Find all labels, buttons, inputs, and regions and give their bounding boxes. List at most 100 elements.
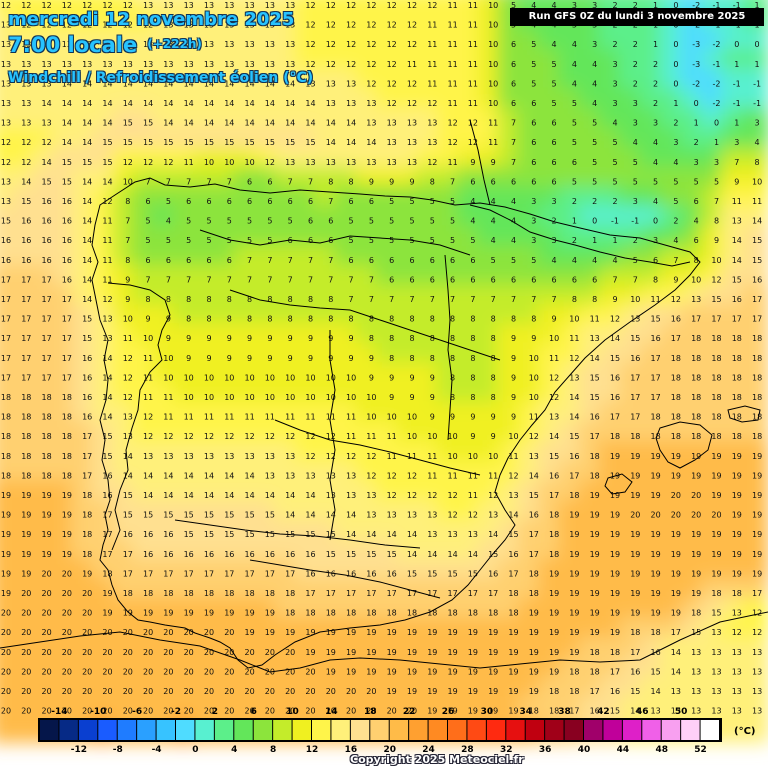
grid-value: 11 bbox=[427, 60, 437, 69]
grid-value: 4 bbox=[470, 217, 475, 226]
grid-value: 20 bbox=[1, 707, 11, 716]
grid-value: 10 bbox=[387, 413, 397, 422]
grid-value: 11 bbox=[407, 452, 417, 461]
grid-value: 14 bbox=[82, 99, 92, 108]
grid-value: 12 bbox=[366, 79, 376, 88]
grid-value: 8 bbox=[450, 315, 455, 324]
grid-value: -2 bbox=[713, 79, 721, 88]
grid-value: 19 bbox=[427, 687, 437, 696]
grid-value: 15 bbox=[224, 530, 234, 539]
grid-value: 13 bbox=[1, 177, 11, 186]
grid-value: 13 bbox=[711, 667, 721, 676]
grid-value: 10 bbox=[123, 177, 133, 186]
grid-value: 18 bbox=[21, 393, 31, 402]
grid-value: 19 bbox=[387, 667, 397, 676]
grid-value: 19 bbox=[62, 530, 72, 539]
grid-value: 18 bbox=[1, 432, 11, 441]
grid-value: 17 bbox=[732, 315, 742, 324]
grid-value: 14 bbox=[62, 79, 72, 88]
grid-value: 11 bbox=[448, 21, 458, 30]
grid-value: 17 bbox=[21, 315, 31, 324]
colorbar-swatch bbox=[584, 720, 603, 740]
grid-value: 5 bbox=[531, 40, 536, 49]
grid-value: 19 bbox=[488, 648, 498, 657]
grid-value: 13 bbox=[204, 1, 214, 10]
grid-value: 7 bbox=[734, 158, 739, 167]
grid-value: 19 bbox=[529, 609, 539, 618]
grid-value: 19 bbox=[590, 511, 600, 520]
grid-value: 7 bbox=[349, 275, 354, 284]
grid-value: 19 bbox=[671, 569, 681, 578]
grid-value: 5 bbox=[430, 217, 435, 226]
grid-value: 19 bbox=[711, 491, 721, 500]
grid-value: 15 bbox=[21, 197, 31, 206]
grid-value: 20 bbox=[245, 707, 255, 716]
grid-value: 20 bbox=[691, 511, 701, 520]
grid-value: 5 bbox=[694, 177, 699, 186]
grid-value: 17 bbox=[204, 569, 214, 578]
grid-value: 19 bbox=[711, 471, 721, 480]
grid-value: 10 bbox=[488, 21, 498, 30]
grid-value: 13 bbox=[366, 491, 376, 500]
grid-value: 19 bbox=[671, 452, 681, 461]
grid-value: 15 bbox=[285, 138, 295, 147]
grid-value: 14 bbox=[21, 177, 31, 186]
grid-value: 20 bbox=[42, 667, 52, 676]
grid-value: 20 bbox=[102, 628, 112, 637]
grid-value: 10 bbox=[711, 256, 721, 265]
grid-value: 13 bbox=[285, 21, 295, 30]
grid-value: 14 bbox=[204, 79, 214, 88]
grid-value: 19 bbox=[21, 550, 31, 559]
grid-value: 19 bbox=[651, 609, 661, 618]
grid-value: 18 bbox=[610, 432, 620, 441]
grid-value: 2 bbox=[673, 217, 678, 226]
grid-value: 19 bbox=[569, 648, 579, 657]
grid-value: 13 bbox=[123, 60, 133, 69]
grid-value: 17 bbox=[42, 275, 52, 284]
grid-value: 7 bbox=[186, 177, 191, 186]
grid-value: 17 bbox=[62, 315, 72, 324]
grid-value: 19 bbox=[630, 452, 640, 461]
grid-value: 14 bbox=[569, 393, 579, 402]
grid-value: 16 bbox=[610, 393, 620, 402]
grid-value: 17 bbox=[305, 589, 315, 598]
grid-value: 14 bbox=[427, 550, 437, 559]
grid-value: 13 bbox=[529, 452, 539, 461]
grid-value: 5 bbox=[450, 197, 455, 206]
grid-value: 17 bbox=[671, 334, 681, 343]
grid-value: 10 bbox=[630, 295, 640, 304]
grid-value: 5 bbox=[531, 256, 536, 265]
grid-value: 8 bbox=[349, 177, 354, 186]
grid-value: 5 bbox=[511, 256, 516, 265]
grid-value: 18 bbox=[387, 609, 397, 618]
grid-value: 19 bbox=[610, 530, 620, 539]
colorbar-swatch bbox=[253, 720, 273, 740]
grid-value: 13 bbox=[1, 40, 11, 49]
grid-value: 10 bbox=[285, 373, 295, 382]
grid-value: 5 bbox=[206, 236, 211, 245]
grid-value: -1 bbox=[753, 99, 761, 108]
grid-value: 20 bbox=[123, 628, 133, 637]
grid-value: 12 bbox=[305, 60, 315, 69]
grid-value: 6 bbox=[186, 197, 191, 206]
grid-value: 19 bbox=[691, 452, 701, 461]
grid-value: 6 bbox=[511, 177, 516, 186]
grid-value: 11 bbox=[184, 158, 194, 167]
grid-value: 20 bbox=[163, 687, 173, 696]
grid-value: 8 bbox=[349, 315, 354, 324]
grid-value: 15 bbox=[326, 550, 336, 559]
grid-value: 15 bbox=[82, 158, 92, 167]
grid-value: 14 bbox=[123, 471, 133, 480]
grid-value: 12 bbox=[123, 1, 133, 10]
grid-value: 17 bbox=[1, 275, 11, 284]
region-border-5 bbox=[329, 330, 336, 541]
grid-value: 16 bbox=[62, 275, 72, 284]
grid-value: 19 bbox=[630, 609, 640, 618]
grid-value: 18 bbox=[82, 511, 92, 520]
grid-value: 13 bbox=[468, 530, 478, 539]
grid-value: 14 bbox=[224, 119, 234, 128]
grid-value: 14 bbox=[102, 413, 112, 422]
grid-value: 9 bbox=[389, 393, 394, 402]
grid-value: 6 bbox=[552, 275, 557, 284]
grid-value: 19 bbox=[305, 628, 315, 637]
